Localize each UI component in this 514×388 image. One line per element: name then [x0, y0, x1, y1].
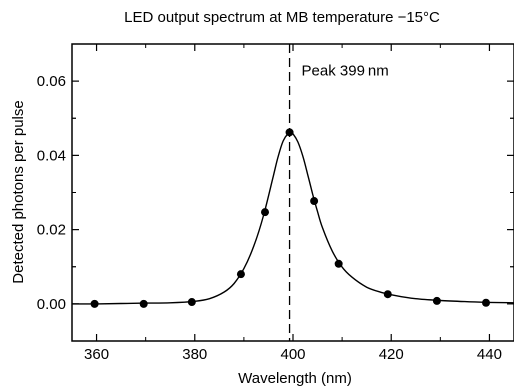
data-point — [187, 298, 196, 307]
peak-annotation: Peak 399 nm — [302, 63, 389, 80]
x-tick-label: 420 — [379, 346, 404, 363]
x-axis-label: Wavelength (nm) — [238, 370, 352, 387]
x-tick-label: 440 — [477, 346, 502, 363]
plot-area: 360 380 400 420 440 0.00 0.02 0.04 0.06 Peak 399 … — [37, 43, 514, 363]
x-tick-label: 380 — [182, 346, 207, 363]
fit-curve — [72, 131, 514, 305]
chart-title: LED output spectrum at MB temperature −1… — [124, 9, 440, 26]
data-point — [482, 298, 491, 307]
y-tick-label: 0.02 — [37, 222, 66, 239]
data-point — [334, 259, 343, 268]
x-tick-label: 400 — [280, 346, 305, 363]
data-point — [383, 290, 392, 299]
y-tick-label: 0.00 — [37, 296, 66, 313]
data-point — [261, 208, 270, 217]
data-point — [432, 296, 441, 305]
data-point — [139, 299, 148, 308]
y-tick-label: 0.06 — [37, 73, 66, 90]
data-point — [236, 270, 245, 279]
data-point — [310, 197, 319, 206]
data-point — [285, 128, 294, 137]
plot-frame — [71, 43, 514, 342]
data-point — [90, 299, 99, 308]
x-tick-label: 360 — [84, 346, 109, 363]
y-tick-label: 0.04 — [37, 147, 66, 164]
y-axis-label: Detected photons per pulse — [10, 100, 27, 283]
